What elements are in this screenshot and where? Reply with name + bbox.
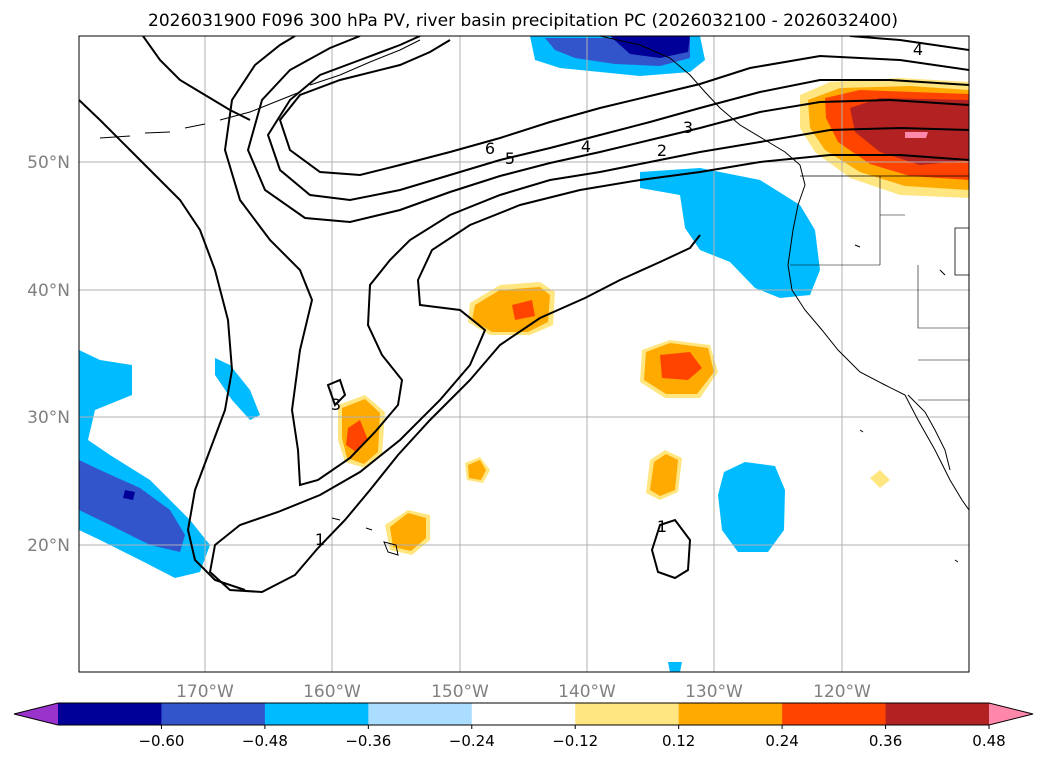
colorbar-tick-label: −0.48: [242, 732, 288, 750]
colorbar-tick-label: 0.48: [972, 732, 1005, 750]
colorbar-tick-label: 0.36: [869, 732, 902, 750]
lon-label-160w: 160°W: [303, 682, 361, 702]
map-frame: [78, 35, 970, 673]
colorbar: −0.60 −0.48 −0.36 −0.24 −0.12 0.12 0.24 0.36 0.4…: [13, 702, 1034, 750]
lat-label-20n: 20°N: [27, 536, 70, 556]
contour-label-3-sw: 3: [331, 395, 341, 414]
figure-title: 2026031900 F096 300 hPa PV, river basin …: [148, 11, 898, 31]
colorbar-segment: [161, 703, 266, 725]
lon-label-120w: 120°W: [813, 682, 871, 702]
colorbar-segment: [368, 703, 473, 725]
lon-axis-labels: 170°W 160°W 150°W 140°W 130°W 120°W: [176, 682, 871, 702]
colorbar-segment: [678, 703, 783, 725]
lon-label-130w: 130°W: [685, 682, 743, 702]
contour-label-1-e: 1: [657, 517, 667, 536]
contour-labels: 6 5 4 2 3 4 3 1 1: [315, 40, 923, 549]
colorbar-segment: [58, 703, 162, 725]
contour-label-2: 2: [657, 141, 667, 160]
contour-label-6: 6: [485, 139, 495, 158]
colorbar-segment: [885, 703, 990, 725]
colorbar-extend-high: [989, 703, 1033, 725]
lat-label-30n: 30°N: [27, 408, 70, 428]
coastlines: [99, 36, 969, 563]
lat-label-50n: 50°N: [27, 153, 70, 173]
map-area: 6 5 4 2 3 4 3 1 1: [79, 36, 969, 672]
pv-contours: [79, 36, 969, 594]
colorbar-tick-label: 0.12: [662, 732, 695, 750]
contour-label-5: 5: [505, 149, 515, 168]
lon-label-170w: 170°W: [176, 682, 234, 702]
colorbar-tick-label: −0.24: [449, 732, 495, 750]
colorbar-segment: [471, 703, 576, 725]
lat-label-40n: 40°N: [27, 281, 70, 301]
colorbar-tick-label: −0.36: [345, 732, 391, 750]
colorbar-tick-label: −0.12: [552, 732, 598, 750]
colorbar-segment: [782, 703, 887, 725]
lon-label-150w: 150°W: [431, 682, 489, 702]
contour-label-1: 1: [315, 530, 325, 549]
colorbar-tick-label: −0.60: [138, 732, 184, 750]
colorbar-segment: [264, 703, 369, 725]
colorbar-extend-low: [14, 703, 58, 725]
contour-label-3: 3: [683, 118, 693, 137]
lon-label-140w: 140°W: [558, 682, 616, 702]
colorbar-tick-label: 0.24: [765, 732, 798, 750]
precip-negative-regions: [79, 36, 820, 672]
contour-label-4: 4: [581, 137, 591, 156]
contour-label-4-ne: 4: [913, 40, 923, 59]
colorbar-segment: [575, 703, 680, 725]
lat-axis-labels: 50°N 40°N 30°N 20°N: [27, 153, 70, 556]
colorbar-outline: [13, 702, 1034, 726]
